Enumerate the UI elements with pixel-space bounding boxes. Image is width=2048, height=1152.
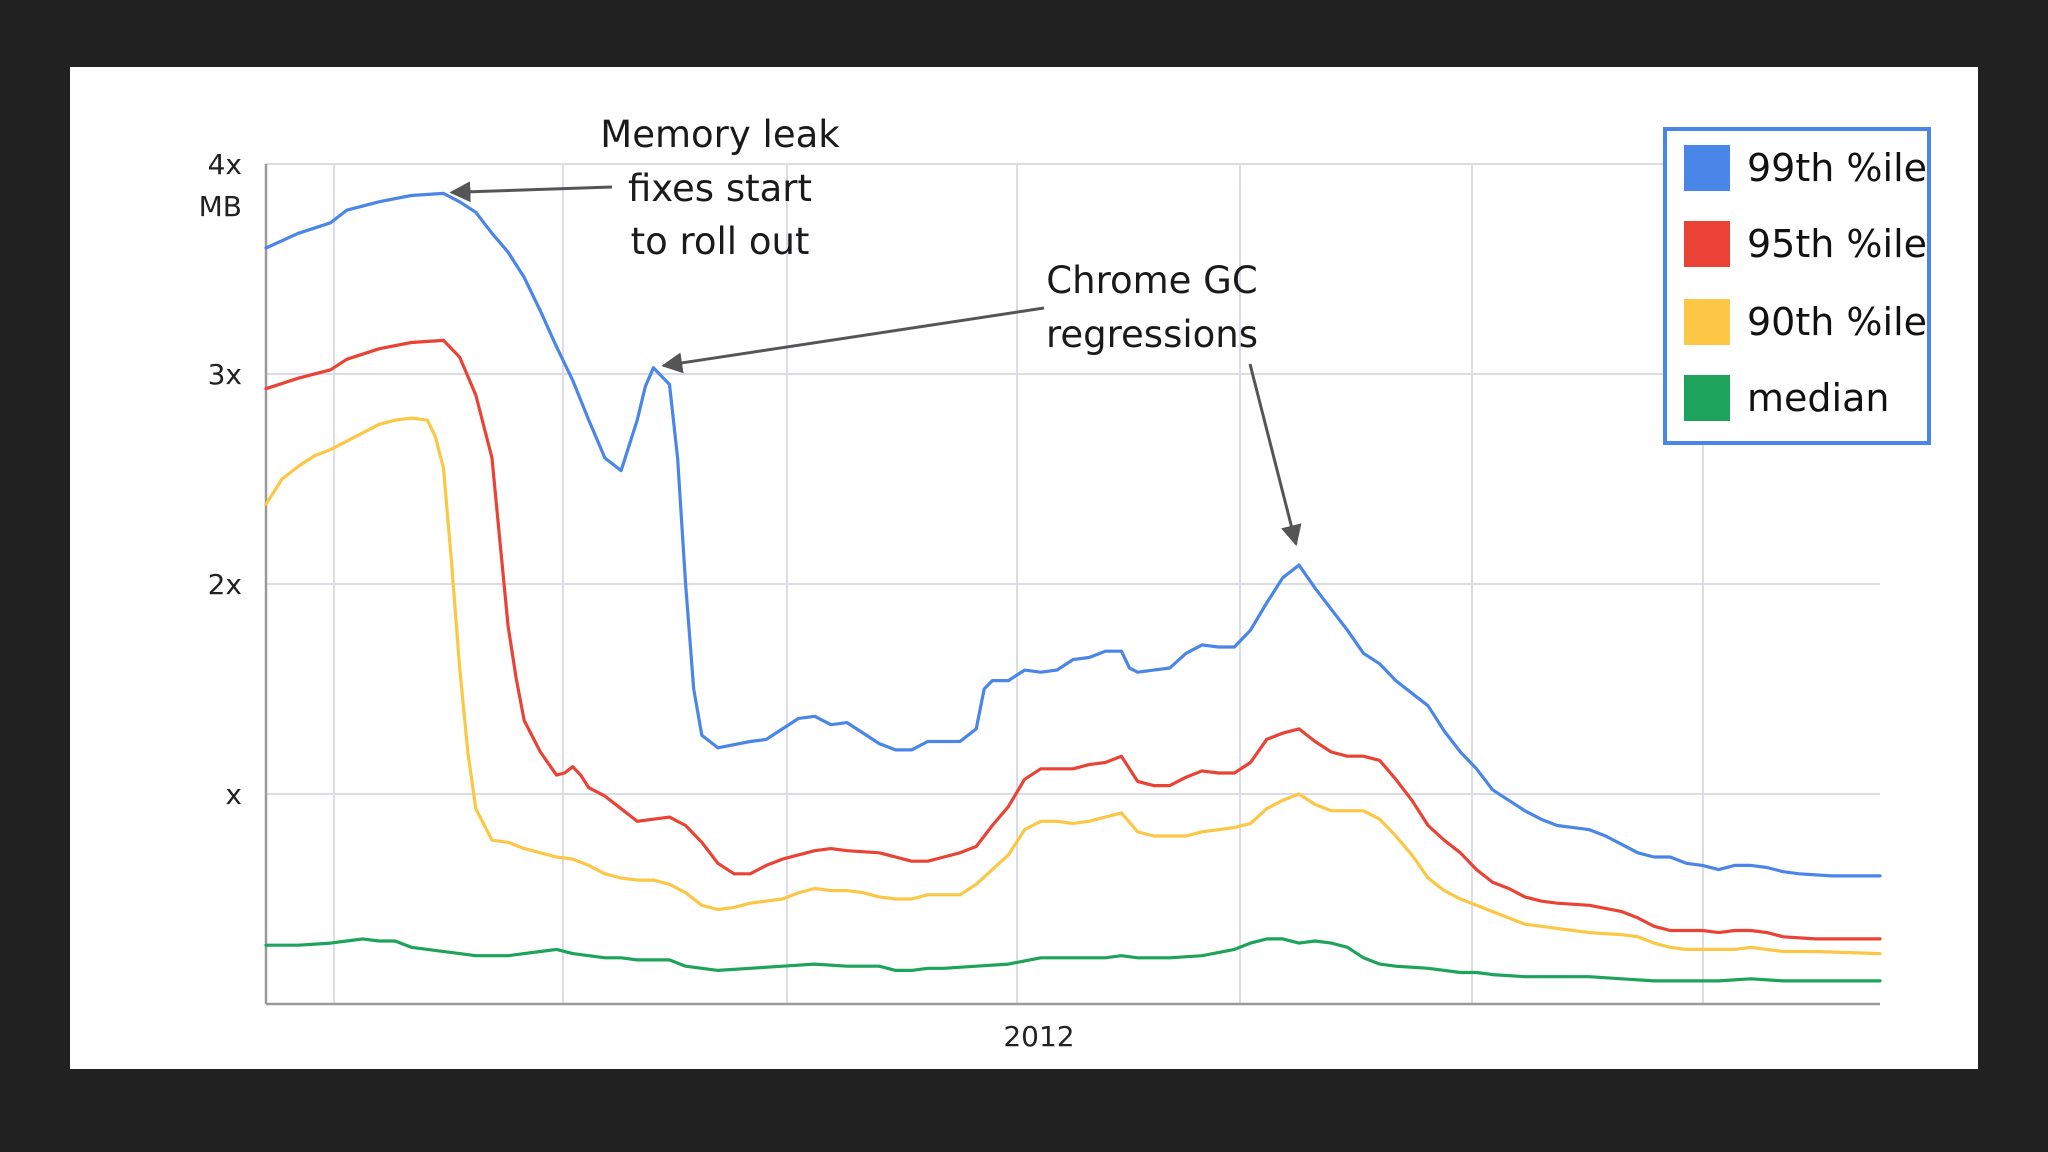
annotation-memory-leak-line: Memory leak (600, 113, 840, 156)
annotation-chrome-gc-line: regressions (1046, 313, 1258, 356)
legend-swatch (1684, 145, 1730, 191)
legend-swatch (1684, 221, 1730, 267)
legend-label: 90th %ile (1747, 300, 1927, 344)
series-line-95th-ile (264, 338, 1882, 941)
y-tick-label: 4x (208, 148, 242, 181)
series-line-median (264, 937, 1882, 983)
legend-swatch (1684, 299, 1730, 345)
annotations: Memory leak fixes start to roll out Chrome … (449, 113, 1302, 547)
annotation-arrow (449, 181, 613, 203)
legend-label: median (1747, 376, 1889, 420)
y-axis-unit-label: MB (199, 190, 242, 223)
y-tick-label: x (225, 778, 242, 811)
x-axis-label: 2012 (1003, 1020, 1074, 1053)
y-tick-label: 2x (208, 568, 242, 601)
annotation-arrow (661, 306, 1045, 374)
annotation-memory-leak-line: to roll out (631, 220, 810, 263)
legend: 99th %ile 95th %ile 90th %ile median (1663, 127, 1931, 445)
gridlines (266, 163, 1880, 1004)
chart-panel (70, 67, 1978, 1069)
series-lines (264, 191, 1882, 983)
annotation-memory-leak-line: fixes start (628, 167, 812, 210)
annotation-chrome-gc-line: Chrome GC (1046, 259, 1257, 302)
legend-swatch (1684, 375, 1730, 421)
legend-label: 99th %ile (1747, 146, 1927, 190)
series-line-90th-ile (264, 416, 1882, 956)
axes: x 2x 3x 4x MB 2012 (199, 148, 1880, 1053)
y-tick-label: 3x (208, 358, 242, 391)
series-line-99th-ile (264, 191, 1882, 878)
annotation-arrow (1248, 363, 1302, 547)
legend-label: 95th %ile (1747, 222, 1927, 266)
